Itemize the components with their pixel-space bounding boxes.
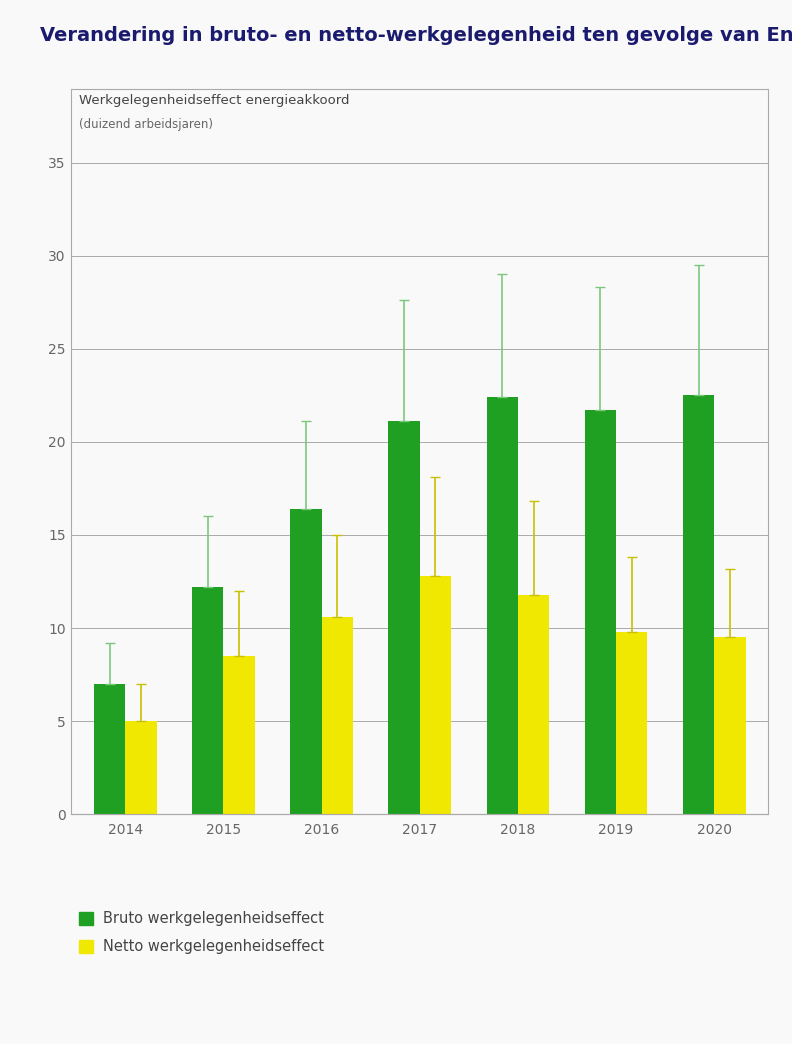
- Bar: [94, 684, 125, 814]
- Bar: [486, 397, 518, 814]
- Bar: [584, 410, 616, 814]
- Bar: [290, 508, 322, 814]
- Bar: [683, 396, 714, 814]
- Bar: [192, 587, 223, 814]
- Bar: [322, 617, 353, 814]
- Legend: Bruto werkgelegenheidseffect, Netto werkgelegenheidseffect: Bruto werkgelegenheidseffect, Netto werk…: [78, 911, 325, 954]
- Bar: [125, 721, 157, 814]
- Bar: [616, 632, 648, 814]
- Bar: [223, 656, 255, 814]
- Text: Verandering in bruto- en netto-werkgelegenheid ten gevolge van Energieakkoord: Verandering in bruto- en netto-werkgeleg…: [40, 26, 792, 45]
- Text: Werkgelegenheidseffect energieakkoord: Werkgelegenheidseffect energieakkoord: [79, 94, 350, 106]
- Text: (duizend arbeidsjaren): (duizend arbeidsjaren): [79, 118, 213, 130]
- Bar: [714, 638, 745, 814]
- Bar: [518, 595, 550, 814]
- Bar: [420, 576, 451, 814]
- Bar: [388, 422, 420, 814]
